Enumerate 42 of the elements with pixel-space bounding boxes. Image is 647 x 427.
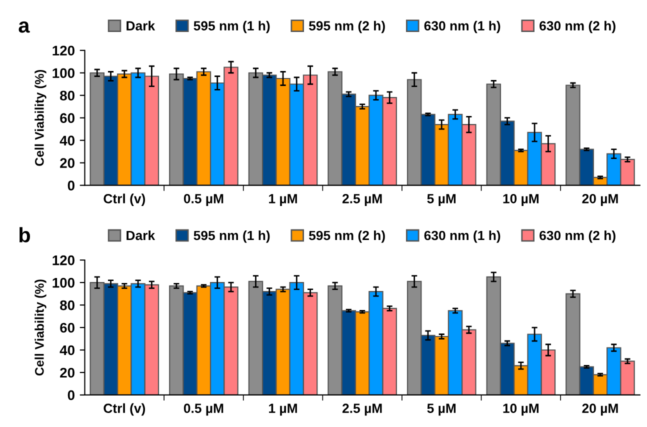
y-tick-label: 0 [68, 180, 74, 190]
legend-label: 630 nm (2 h) [540, 230, 616, 243]
x-tick-label: 20 µM [582, 194, 618, 206]
y-tick-label: 100 [52, 278, 74, 288]
x-tick-label: 10 µM [503, 404, 539, 416]
y-tick-label: 60 [60, 113, 74, 124]
x-tick-label: 10 µM [503, 194, 539, 206]
y-tick-label: 60 [60, 322, 74, 333]
x-tick-label: Ctrl (v) [104, 403, 146, 416]
y-tick-label: 0 [68, 390, 74, 400]
legend-label: 630 nm (1 h) [424, 20, 500, 34]
x-tick-label: 5 µM [427, 194, 456, 206]
legend-label: 630 nm (2 h) [540, 20, 616, 34]
x-tick-label: 0.5 µM [184, 194, 224, 206]
legend-label: 595 nm (2 h) [308, 20, 385, 34]
legend-label: Dark [126, 20, 156, 31]
y-tick-label: 20 [60, 158, 74, 168]
chart-title: b [20, 227, 30, 242]
y-tick-label: 80 [60, 90, 74, 101]
y-tick-label: 120 [52, 255, 74, 266]
legend-label: 595 nm (1 h) [194, 20, 270, 34]
chart-title: a [18, 21, 30, 33]
legend-label: 595 nm (2 h) [308, 230, 385, 243]
y-tick-label: 120 [52, 46, 74, 56]
y-tick-label: 40 [60, 136, 74, 146]
y-tick-label: 80 [60, 300, 74, 310]
x-tick-label: 2.5 µM [342, 194, 382, 206]
y-axis-title: Cell Viability (%) [34, 70, 46, 166]
x-tick-label: 20 µM [582, 404, 618, 416]
x-tick-label: 2.5 µM [342, 404, 382, 416]
y-tick-label: 100 [52, 68, 74, 78]
x-tick-label: 0.5 µM [184, 404, 224, 416]
x-tick-label: Ctrl (v) [104, 194, 146, 206]
x-tick-label: 1 µM [269, 404, 297, 416]
y-axis-title: Cell Viability (%) [34, 280, 46, 376]
x-tick-label: 1 µM [269, 194, 297, 206]
y-tick-label: 40 [60, 345, 74, 356]
legend-label: 595 nm (1 h) [194, 230, 270, 243]
x-tick-label: 5 µM [427, 404, 456, 416]
y-tick-label: 20 [60, 368, 74, 378]
legend-label: 630 nm (1 h) [424, 230, 500, 243]
legend-label: Dark [126, 230, 156, 240]
